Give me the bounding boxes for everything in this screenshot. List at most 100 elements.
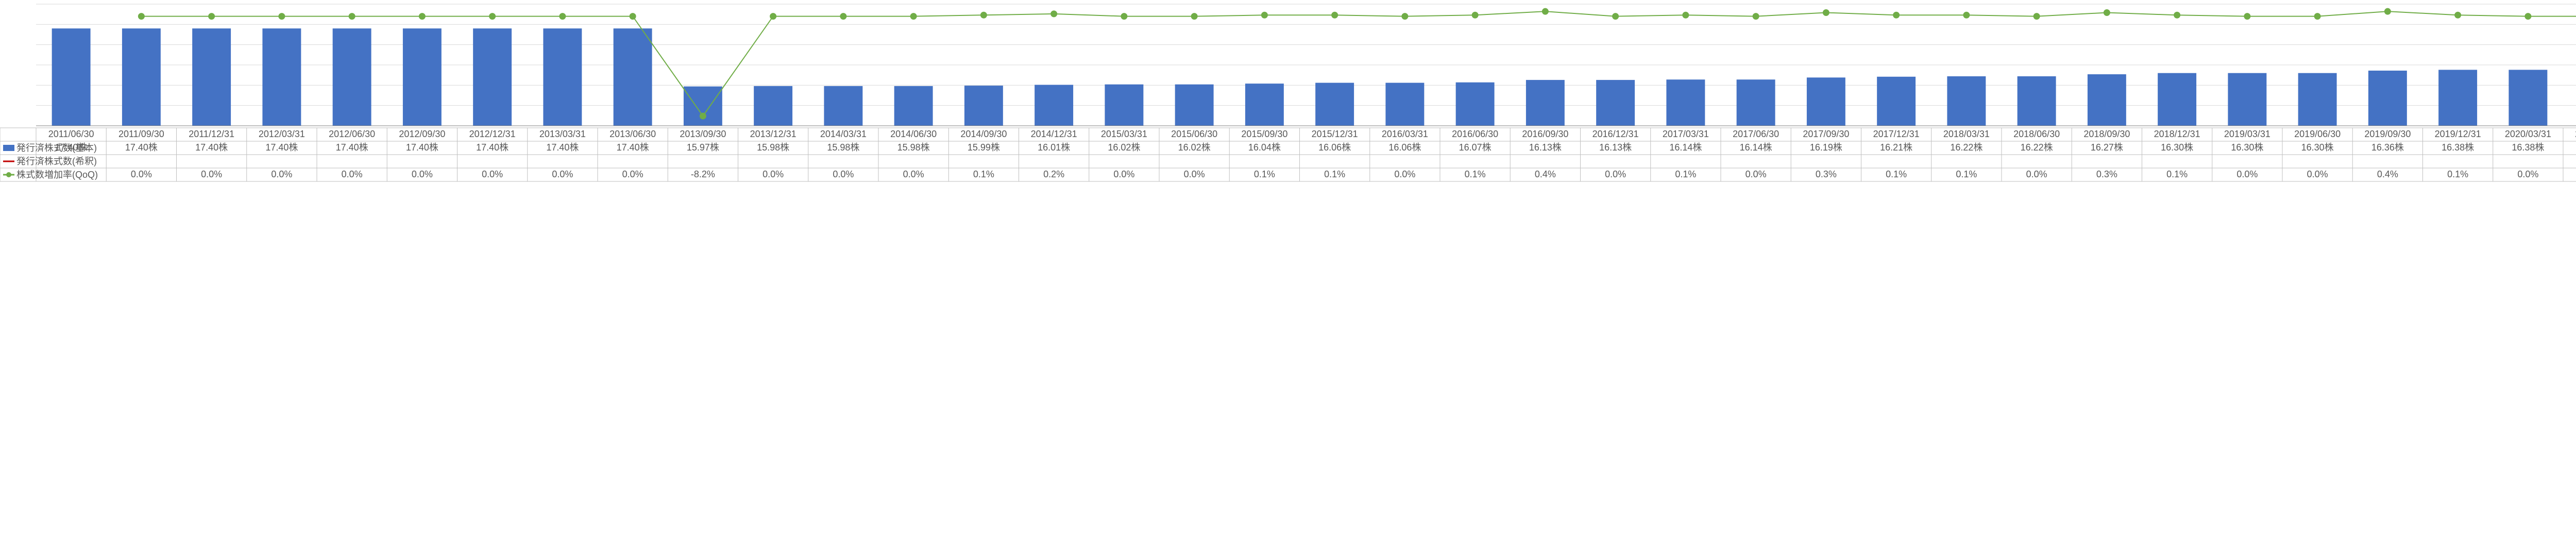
table-cell: 0.0% [2307, 169, 2328, 179]
table-cell: 0.1% [2166, 169, 2188, 179]
table-cell: 0.1% [1675, 169, 1696, 179]
table-cell: 17.40株 [476, 142, 509, 153]
growth-point [1613, 13, 1619, 20]
table-cell: 0.0% [482, 169, 503, 179]
bar [1877, 77, 1916, 126]
table-cell: 0.0% [412, 169, 433, 179]
growth-point [419, 13, 425, 20]
bar [1807, 77, 1845, 126]
bar [1456, 82, 1495, 126]
growth-point [840, 13, 846, 20]
table-cell: 17.40株 [546, 142, 579, 153]
growth-point [2174, 12, 2180, 18]
growth-point [209, 13, 215, 20]
table-cell: 0.0% [1745, 169, 1767, 179]
growth-point [2384, 8, 2391, 14]
bar [894, 86, 933, 126]
chart-svg: 15株16株16株17株17株18株18株(単位: 百万株)-9.00%-8.0… [0, 0, 2576, 552]
bar [2088, 74, 2126, 126]
table-cell: 0.0% [903, 169, 924, 179]
growth-point [1121, 13, 1127, 20]
growth-point [1051, 11, 1057, 17]
table-cell: 0.1% [1886, 169, 1907, 179]
growth-point [560, 13, 566, 20]
bar [1175, 85, 1214, 126]
growth-point [1261, 12, 1267, 18]
category-label: 2018/09/30 [2083, 129, 2130, 139]
table-cell: 15.99株 [968, 142, 1000, 153]
bar [2438, 70, 2477, 126]
table-cell: 0.1% [1254, 169, 1275, 179]
table-cell: 17.40株 [195, 142, 228, 153]
growth-point [349, 13, 355, 20]
table-cell: 16.02株 [1108, 142, 1140, 153]
table-cell: 16.14株 [1669, 142, 1702, 153]
growth-point [2525, 13, 2531, 20]
table-cell: 0.0% [2517, 169, 2538, 179]
table-cell: 0.3% [2096, 169, 2117, 179]
table-cell: 17.40株 [125, 142, 158, 153]
category-label: 2012/09/30 [399, 129, 445, 139]
table-cell: 17.40株 [617, 142, 649, 153]
table-cell: 0.0% [342, 169, 363, 179]
category-label: 2017/09/30 [1803, 129, 1849, 139]
bar [1737, 79, 1775, 126]
bar [1035, 85, 1073, 126]
bar [192, 28, 231, 126]
category-label: 2017/03/31 [1663, 129, 1709, 139]
table-cell: 0.0% [1605, 169, 1626, 179]
table-cell: 0.0% [131, 169, 152, 179]
table-cell: 0.1% [973, 169, 994, 179]
bar [52, 28, 91, 126]
category-label: 2013/09/30 [680, 129, 726, 139]
table-cell: 16.04株 [1248, 142, 1281, 153]
table-cell: 16.19株 [1810, 142, 1842, 153]
growth-point [1402, 13, 1408, 20]
growth-point [138, 13, 144, 20]
chart-container: 15株16株16株17株17株18株18株(単位: 百万株)-9.00%-8.0… [0, 0, 2576, 552]
table-cell: 0.4% [1535, 169, 1556, 179]
table-cell: 16.36株 [2371, 142, 2404, 153]
table-cell: 0.1% [1465, 169, 1486, 179]
table-cell: 0.0% [1113, 169, 1134, 179]
table-cell: 0.0% [622, 169, 643, 179]
table-cell: 0.0% [271, 169, 292, 179]
growth-point [1823, 10, 1829, 16]
bar [262, 28, 301, 126]
category-label: 2016/12/31 [1592, 129, 1639, 139]
category-label: 2016/03/31 [1382, 129, 1428, 139]
table-cell: 16.27株 [2091, 142, 2123, 153]
table-cell: 15.98株 [897, 142, 930, 153]
table-cell: 16.22株 [2021, 142, 2053, 153]
table-cell: 17.40株 [336, 142, 368, 153]
growth-point [2104, 10, 2110, 16]
category-label: 2011/09/30 [118, 129, 164, 139]
bar [614, 28, 652, 126]
growth-point [1332, 12, 1338, 18]
table-cell: 0.0% [833, 169, 854, 179]
growth-point [1963, 12, 1970, 18]
category-label: 2011/12/31 [189, 129, 234, 139]
category-label: 2014/06/30 [890, 129, 937, 139]
table-cell: 16.30株 [2231, 142, 2263, 153]
category-label: 2014/03/31 [820, 129, 867, 139]
category-label: 2015/12/31 [1312, 129, 1358, 139]
growth-point [2455, 12, 2461, 18]
table-cell: 16.38株 [2442, 142, 2474, 153]
category-label: 2017/12/31 [1873, 129, 1920, 139]
bar [1596, 80, 1635, 126]
bar [1947, 76, 1986, 126]
table-cell: 0.0% [201, 169, 222, 179]
table-cell: 0.1% [1956, 169, 1977, 179]
growth-point [279, 13, 285, 20]
bar [824, 86, 862, 126]
table-cell: 0.3% [1816, 169, 1837, 179]
bar [2018, 76, 2056, 126]
bar [964, 86, 1003, 126]
table-cell: 0.0% [552, 169, 573, 179]
bar [1315, 83, 1354, 126]
category-label: 2020/03/31 [2505, 129, 2551, 139]
table-cell: 0.2% [1043, 169, 1064, 179]
table-cell: 15.98株 [827, 142, 859, 153]
category-label: 2012/06/30 [329, 129, 375, 139]
